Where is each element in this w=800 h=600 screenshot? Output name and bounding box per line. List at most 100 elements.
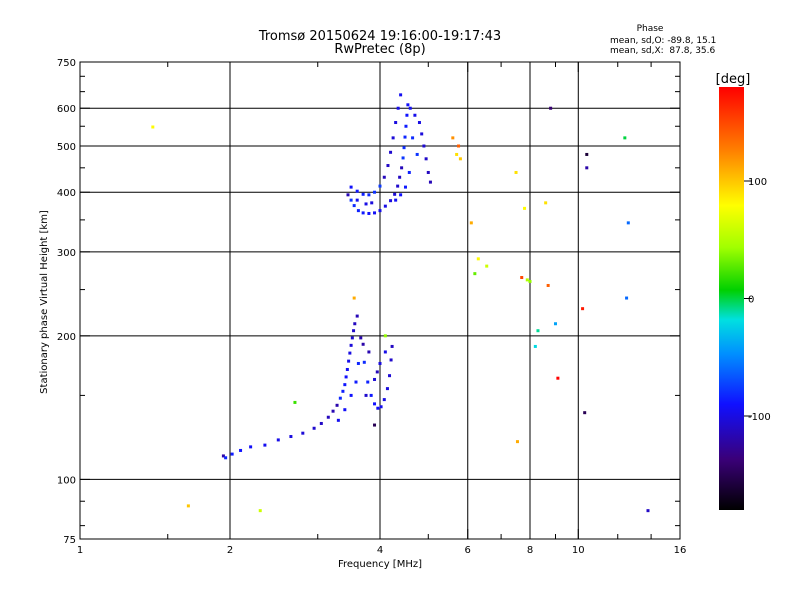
data-point bbox=[384, 334, 387, 337]
data-point bbox=[625, 297, 628, 300]
data-point bbox=[585, 153, 588, 156]
data-point bbox=[339, 397, 342, 400]
x-tick-label: 6 bbox=[465, 545, 471, 556]
data-point bbox=[520, 276, 523, 279]
data-point bbox=[367, 350, 370, 353]
data-point bbox=[623, 136, 626, 139]
data-point bbox=[523, 207, 526, 210]
data-point bbox=[408, 171, 411, 174]
data-point bbox=[451, 136, 454, 139]
data-point bbox=[301, 432, 304, 435]
data-point bbox=[536, 329, 539, 332]
y-axis-label: Stationary phase Virtual Height [km] bbox=[39, 210, 50, 394]
data-point bbox=[277, 438, 280, 441]
colorbar-ticks: 100 0 -100 bbox=[744, 177, 771, 423]
data-point bbox=[383, 176, 386, 179]
data-point bbox=[373, 191, 376, 194]
data-point bbox=[249, 445, 252, 448]
data-point bbox=[359, 336, 362, 339]
data-point bbox=[346, 368, 349, 371]
data-point bbox=[367, 193, 370, 196]
data-point bbox=[362, 343, 365, 346]
data-point bbox=[585, 166, 588, 169]
data-point bbox=[554, 322, 557, 325]
data-point bbox=[352, 329, 355, 332]
data-point bbox=[327, 416, 330, 419]
data-point bbox=[429, 181, 432, 184]
data-point bbox=[402, 156, 405, 159]
data-point bbox=[477, 257, 480, 260]
data-point bbox=[386, 387, 389, 390]
data-point bbox=[391, 345, 394, 348]
colorbar-tick-label: 0 bbox=[748, 295, 754, 306]
data-point bbox=[351, 336, 354, 339]
data-point bbox=[529, 280, 532, 283]
y-tick-label: 75 bbox=[63, 535, 76, 546]
data-point bbox=[239, 449, 242, 452]
data-point bbox=[384, 205, 387, 208]
data-point bbox=[646, 509, 649, 512]
y-tick-label: 600 bbox=[57, 104, 76, 115]
y-tick-label: 300 bbox=[57, 248, 76, 259]
grid-lines bbox=[80, 62, 680, 539]
data-point bbox=[403, 146, 406, 149]
colorbar-tick-label: 100 bbox=[748, 177, 767, 188]
data-point bbox=[544, 201, 547, 204]
data-point bbox=[427, 171, 430, 174]
data-point bbox=[357, 209, 360, 212]
data-point bbox=[365, 202, 368, 205]
data-point bbox=[413, 114, 416, 117]
data-point bbox=[343, 408, 346, 411]
colorbar-gradient bbox=[719, 87, 744, 510]
data-point bbox=[556, 377, 559, 380]
data-point bbox=[187, 504, 190, 507]
data-point bbox=[379, 362, 382, 365]
data-point bbox=[350, 394, 353, 397]
x-axis-label: Frequency [MHz] bbox=[338, 559, 422, 570]
data-point bbox=[336, 404, 339, 407]
data-point bbox=[370, 201, 373, 204]
data-point bbox=[293, 401, 296, 404]
data-point bbox=[411, 136, 414, 139]
data-point bbox=[455, 153, 458, 156]
data-point bbox=[356, 199, 359, 202]
data-point bbox=[376, 407, 379, 410]
data-point bbox=[332, 410, 335, 413]
data-point bbox=[341, 390, 344, 393]
data-point bbox=[399, 93, 402, 96]
data-point bbox=[337, 419, 340, 422]
data-point bbox=[365, 394, 368, 397]
data-point bbox=[485, 265, 488, 268]
phase-box-line-x: mean, sd,X: 87.8, 35.6 bbox=[610, 46, 716, 56]
y-tick-label: 500 bbox=[57, 142, 76, 153]
data-point bbox=[396, 185, 399, 188]
plot-area bbox=[80, 62, 680, 539]
data-point bbox=[373, 378, 376, 381]
data-point bbox=[515, 171, 518, 174]
data-point bbox=[389, 151, 392, 154]
data-point bbox=[356, 315, 359, 318]
data-point bbox=[376, 370, 379, 373]
data-point bbox=[409, 107, 412, 110]
data-point bbox=[373, 211, 376, 214]
data-point bbox=[320, 422, 323, 425]
y-tick-label: 200 bbox=[57, 332, 76, 343]
data-point bbox=[383, 398, 386, 401]
data-point bbox=[346, 193, 349, 196]
ionogram-chart: Tromsø 20150624 19:16:00-19:17:43 RwPret… bbox=[0, 0, 800, 600]
data-point bbox=[362, 211, 365, 214]
data-point bbox=[516, 440, 519, 443]
data-point bbox=[366, 381, 369, 384]
data-point bbox=[389, 199, 392, 202]
data-point bbox=[416, 153, 419, 156]
data-point bbox=[404, 125, 407, 128]
x-tick-label: 4 bbox=[377, 545, 383, 556]
data-point bbox=[470, 221, 473, 224]
x-tick-labels: 1 2 4 6 8 10 16 bbox=[77, 545, 687, 556]
data-point bbox=[400, 166, 403, 169]
data-point bbox=[388, 374, 391, 377]
data-point bbox=[379, 185, 382, 188]
data-point bbox=[526, 278, 529, 281]
data-point bbox=[394, 199, 397, 202]
data-point bbox=[347, 360, 350, 363]
